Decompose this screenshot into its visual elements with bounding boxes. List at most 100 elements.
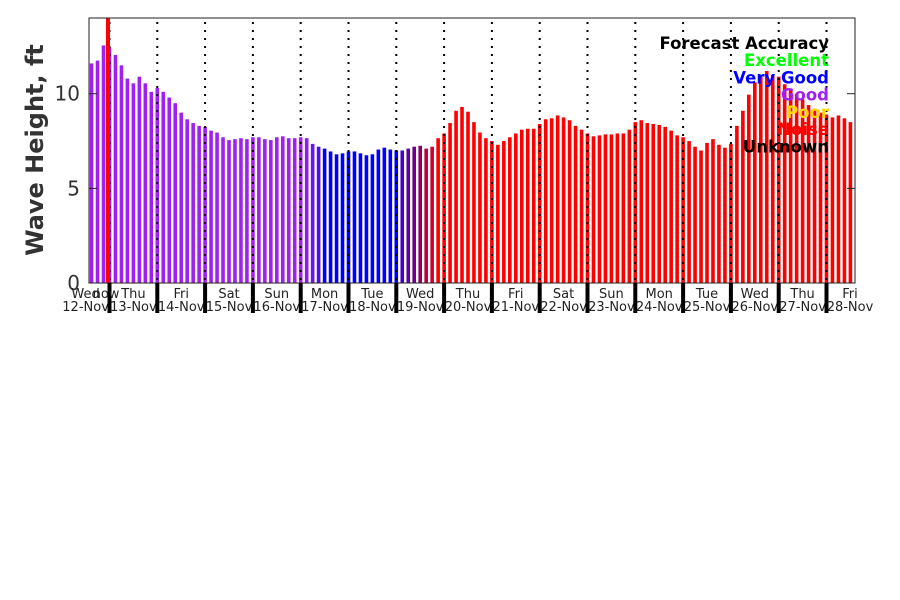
x-tick-label-day: Thu: [455, 287, 480, 302]
bar: [173, 103, 178, 284]
bar: [549, 118, 554, 283]
bar: [203, 126, 207, 283]
bar: [310, 143, 315, 284]
bar: [179, 112, 183, 283]
bar: [388, 149, 393, 283]
bar: [603, 134, 608, 283]
bar: [537, 124, 542, 283]
x-tick: [394, 283, 399, 313]
bar: [627, 129, 632, 283]
x-tick-label-day: Sun: [599, 287, 624, 302]
y-axis-label: Wave Height, ft: [21, 44, 49, 256]
bar: [615, 133, 620, 283]
bar: [358, 153, 363, 283]
bar: [776, 76, 781, 284]
bar: [502, 141, 506, 283]
x-tick-label-date: 18-Nov: [349, 300, 396, 315]
x-tick: [585, 283, 590, 313]
y-tick-label: 10: [55, 82, 80, 106]
bar: [227, 140, 231, 283]
bar: [430, 146, 434, 283]
bar: [89, 63, 94, 284]
bar: [836, 115, 841, 283]
bar: [442, 133, 446, 283]
bar: [806, 105, 811, 283]
bar: [239, 138, 243, 283]
x-tick-label-date: 17-Nov: [301, 300, 348, 315]
x-tick: [298, 283, 303, 313]
x-tick-label-date: 15-Nov: [206, 300, 253, 315]
bar: [794, 93, 799, 284]
bar: [753, 82, 757, 283]
bar: [514, 133, 518, 283]
bar: [699, 150, 703, 283]
x-tick-label-date: 28-Nov: [827, 300, 874, 315]
x-tick-label-date: 26-Nov: [731, 300, 778, 315]
x-tick-label-day: Sat: [553, 287, 574, 302]
bar: [185, 119, 189, 284]
bar: [519, 129, 524, 283]
bar: [723, 147, 727, 283]
bar: [764, 71, 769, 283]
bar: [496, 144, 500, 283]
bar: [621, 133, 626, 283]
x-tick-label-day: Tue: [360, 287, 383, 302]
bar: [741, 110, 745, 283]
bar: [645, 123, 650, 283]
bar: [197, 125, 201, 283]
bar: [304, 138, 309, 283]
bar: [585, 133, 590, 283]
bar: [639, 120, 644, 284]
bar: [364, 155, 369, 283]
bar: [591, 136, 596, 283]
bar: [155, 88, 160, 283]
bar: [490, 141, 494, 283]
y-tick-label: 0: [67, 271, 80, 295]
bar: [531, 128, 536, 283]
bar: [322, 148, 327, 283]
bar: [412, 146, 417, 283]
bar: [561, 117, 566, 284]
x-tick-label-day: Sat: [218, 287, 239, 302]
x-tick: [776, 283, 781, 313]
bar: [669, 130, 673, 283]
x-tick-label-date: 12-Nov: [62, 300, 109, 315]
bar: [436, 138, 440, 283]
legend-entry: Noise: [777, 120, 829, 139]
bar: [245, 139, 249, 283]
x-tick-label-day: Wed: [741, 287, 769, 302]
bar: [711, 139, 715, 283]
x-tick-label-day: Thu: [789, 287, 814, 302]
x-tick-label-day: Mon: [311, 287, 338, 302]
bar: [257, 137, 261, 283]
bar: [663, 126, 667, 283]
bar: [705, 142, 709, 283]
x-tick: [250, 283, 255, 313]
bar: [782, 84, 787, 283]
x-tick-label-date: 21-Nov: [492, 300, 539, 315]
bar: [448, 123, 452, 283]
legend-entry: Very Good: [733, 68, 829, 87]
bar: [400, 150, 405, 283]
bar: [609, 134, 614, 283]
x-tick-label-date: 20-Nov: [445, 300, 492, 315]
bar: [280, 136, 285, 283]
x-tick: [537, 283, 542, 313]
x-tick: [346, 283, 351, 313]
bar: [328, 151, 333, 283]
bar: [657, 124, 661, 283]
x-tick-label-day: Thu: [120, 287, 145, 302]
bar: [292, 138, 297, 283]
x-tick-label-day: Fri: [842, 287, 858, 302]
x-tick-label-day: Tue: [695, 287, 718, 302]
bar: [543, 119, 548, 284]
bar: [346, 151, 351, 283]
bar: [286, 138, 291, 283]
bar: [215, 132, 219, 283]
bar: [233, 139, 237, 283]
bar: [830, 117, 835, 284]
legend-entry: Good: [781, 86, 829, 105]
bar: [525, 128, 530, 283]
